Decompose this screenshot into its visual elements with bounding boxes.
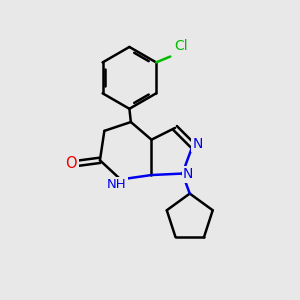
Text: O: O	[66, 156, 77, 171]
Text: NH: NH	[107, 178, 127, 191]
Text: N: N	[183, 167, 194, 181]
Text: Cl: Cl	[174, 39, 188, 53]
Text: N: N	[193, 137, 203, 151]
